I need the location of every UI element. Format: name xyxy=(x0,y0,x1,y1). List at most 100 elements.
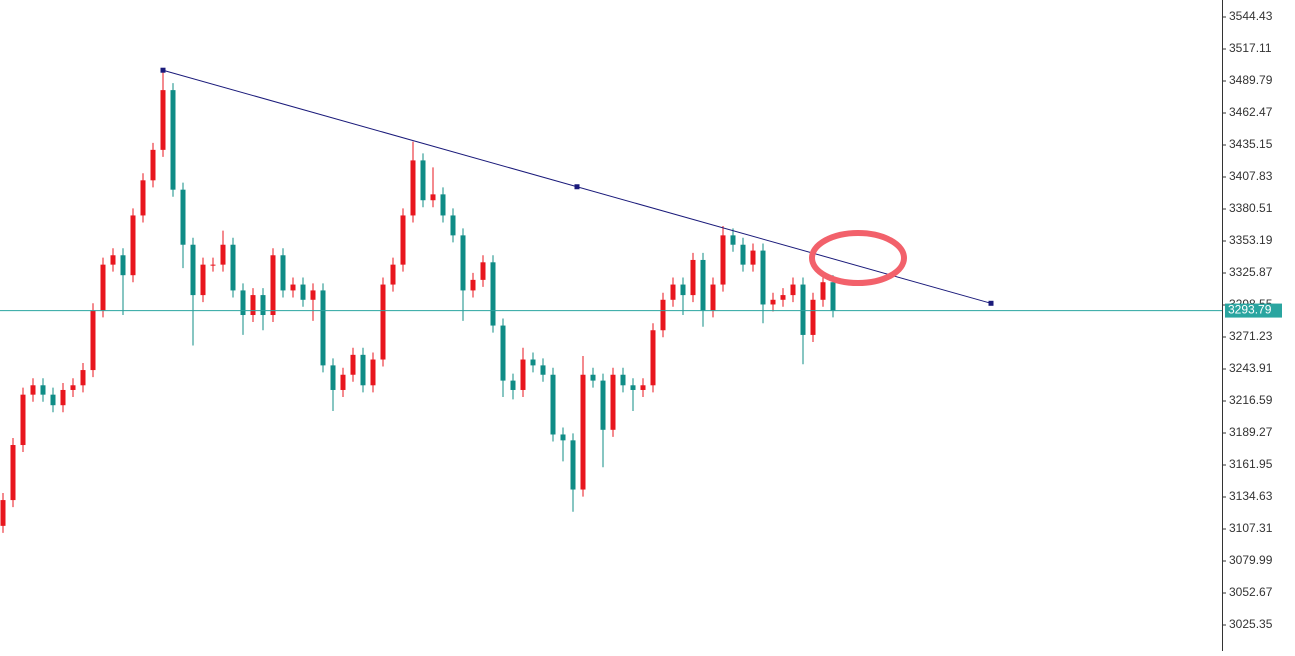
y-tick-label: 3161.95 xyxy=(1229,457,1273,471)
candle-body xyxy=(770,299,776,305)
candle-body xyxy=(500,325,506,381)
candle-body xyxy=(230,244,236,291)
candle-body xyxy=(380,284,386,360)
candle-body xyxy=(690,259,696,296)
candle-body xyxy=(480,262,486,280)
candle-body xyxy=(510,380,516,390)
candle-body xyxy=(390,264,396,285)
y-tick-label: 3189.27 xyxy=(1229,425,1273,439)
y-tick-label: 3079.99 xyxy=(1229,553,1273,567)
candle-body xyxy=(20,394,26,446)
candle-body xyxy=(300,284,306,300)
candle-body xyxy=(80,370,86,386)
candle-body xyxy=(170,90,176,190)
y-tick-label: 3353.19 xyxy=(1229,233,1273,247)
candle-body xyxy=(490,262,496,326)
y-tick-label: 3025.35 xyxy=(1229,617,1273,631)
candle-body xyxy=(340,374,346,390)
candle-body xyxy=(370,359,376,386)
candle-body xyxy=(400,215,406,265)
candle-body xyxy=(110,255,116,265)
candle-body xyxy=(430,194,436,201)
candle-body xyxy=(280,255,286,291)
y-tick-label: 3216.59 xyxy=(1229,393,1273,407)
candle-body xyxy=(540,365,546,375)
y-tick-label: 3407.83 xyxy=(1229,169,1273,183)
candle-body xyxy=(0,500,6,526)
candle-body xyxy=(360,354,366,386)
candle-body xyxy=(680,284,686,296)
candle-body xyxy=(270,255,276,316)
candle-body xyxy=(530,359,536,366)
candle-body xyxy=(310,290,316,300)
candle-body xyxy=(10,445,16,501)
candle-body xyxy=(730,235,736,245)
candle-body xyxy=(350,354,356,375)
current-price-label: 3293.79 xyxy=(1228,303,1272,317)
trendline-handle xyxy=(160,67,166,73)
y-tick-label: 3243.91 xyxy=(1229,361,1273,375)
candle-body xyxy=(660,299,666,331)
candle-body xyxy=(600,380,606,430)
candle-body xyxy=(410,160,416,216)
candle-body xyxy=(800,284,806,335)
candle-body xyxy=(610,374,616,430)
candle-body xyxy=(130,215,136,276)
y-tick-label: 3052.67 xyxy=(1229,585,1273,599)
y-tick-label: 3489.79 xyxy=(1229,73,1273,87)
candle-body xyxy=(30,385,36,395)
candle-body xyxy=(810,299,816,335)
candle-body xyxy=(830,282,836,311)
candle-body xyxy=(650,330,656,386)
candle-body xyxy=(150,149,156,181)
y-tick-label: 3325.87 xyxy=(1229,265,1273,279)
candle-body xyxy=(550,374,556,435)
y-tick-label: 3107.31 xyxy=(1229,521,1273,535)
y-tick-label: 3435.15 xyxy=(1229,137,1273,151)
candle-body xyxy=(190,244,196,296)
candle-body xyxy=(820,282,826,300)
candle-body xyxy=(520,359,526,390)
candle-body xyxy=(50,394,56,406)
candle-body xyxy=(330,365,336,390)
trendline-handle xyxy=(988,300,994,306)
highlight-circle xyxy=(809,230,907,286)
candle-body xyxy=(470,279,476,291)
candle-body xyxy=(630,385,636,390)
candle-body xyxy=(590,374,596,381)
candle-body xyxy=(250,295,256,316)
candle-body xyxy=(290,284,296,291)
current-price-box xyxy=(1225,303,1282,318)
candle-body xyxy=(760,250,766,305)
candle-body xyxy=(710,284,716,311)
y-tick-label: 3517.11 xyxy=(1229,41,1272,55)
candle-body xyxy=(570,440,576,490)
candle-body xyxy=(210,264,216,266)
candle-body xyxy=(100,264,106,311)
candle-body xyxy=(40,385,46,395)
trendline-handle xyxy=(574,184,580,190)
candle-body xyxy=(240,290,246,316)
candle-body xyxy=(200,264,206,296)
candle-body xyxy=(670,284,676,300)
candle-body xyxy=(700,259,706,311)
candle-body xyxy=(440,194,446,216)
candle-body xyxy=(140,180,146,216)
candle-body xyxy=(180,189,186,245)
candle-body xyxy=(420,160,426,201)
candle-body xyxy=(780,295,786,300)
candle-body xyxy=(790,284,796,296)
candle-body xyxy=(560,434,566,441)
candle-body xyxy=(160,90,166,150)
candle-body xyxy=(640,385,646,390)
candle-body xyxy=(90,310,96,371)
candle-body xyxy=(450,215,456,236)
candle-body xyxy=(320,290,326,366)
candle-body xyxy=(580,374,586,490)
candle-body xyxy=(220,244,226,265)
candle-body xyxy=(260,295,266,316)
candle-body xyxy=(620,374,626,386)
candle-body xyxy=(60,389,66,406)
candle-body xyxy=(740,244,746,265)
